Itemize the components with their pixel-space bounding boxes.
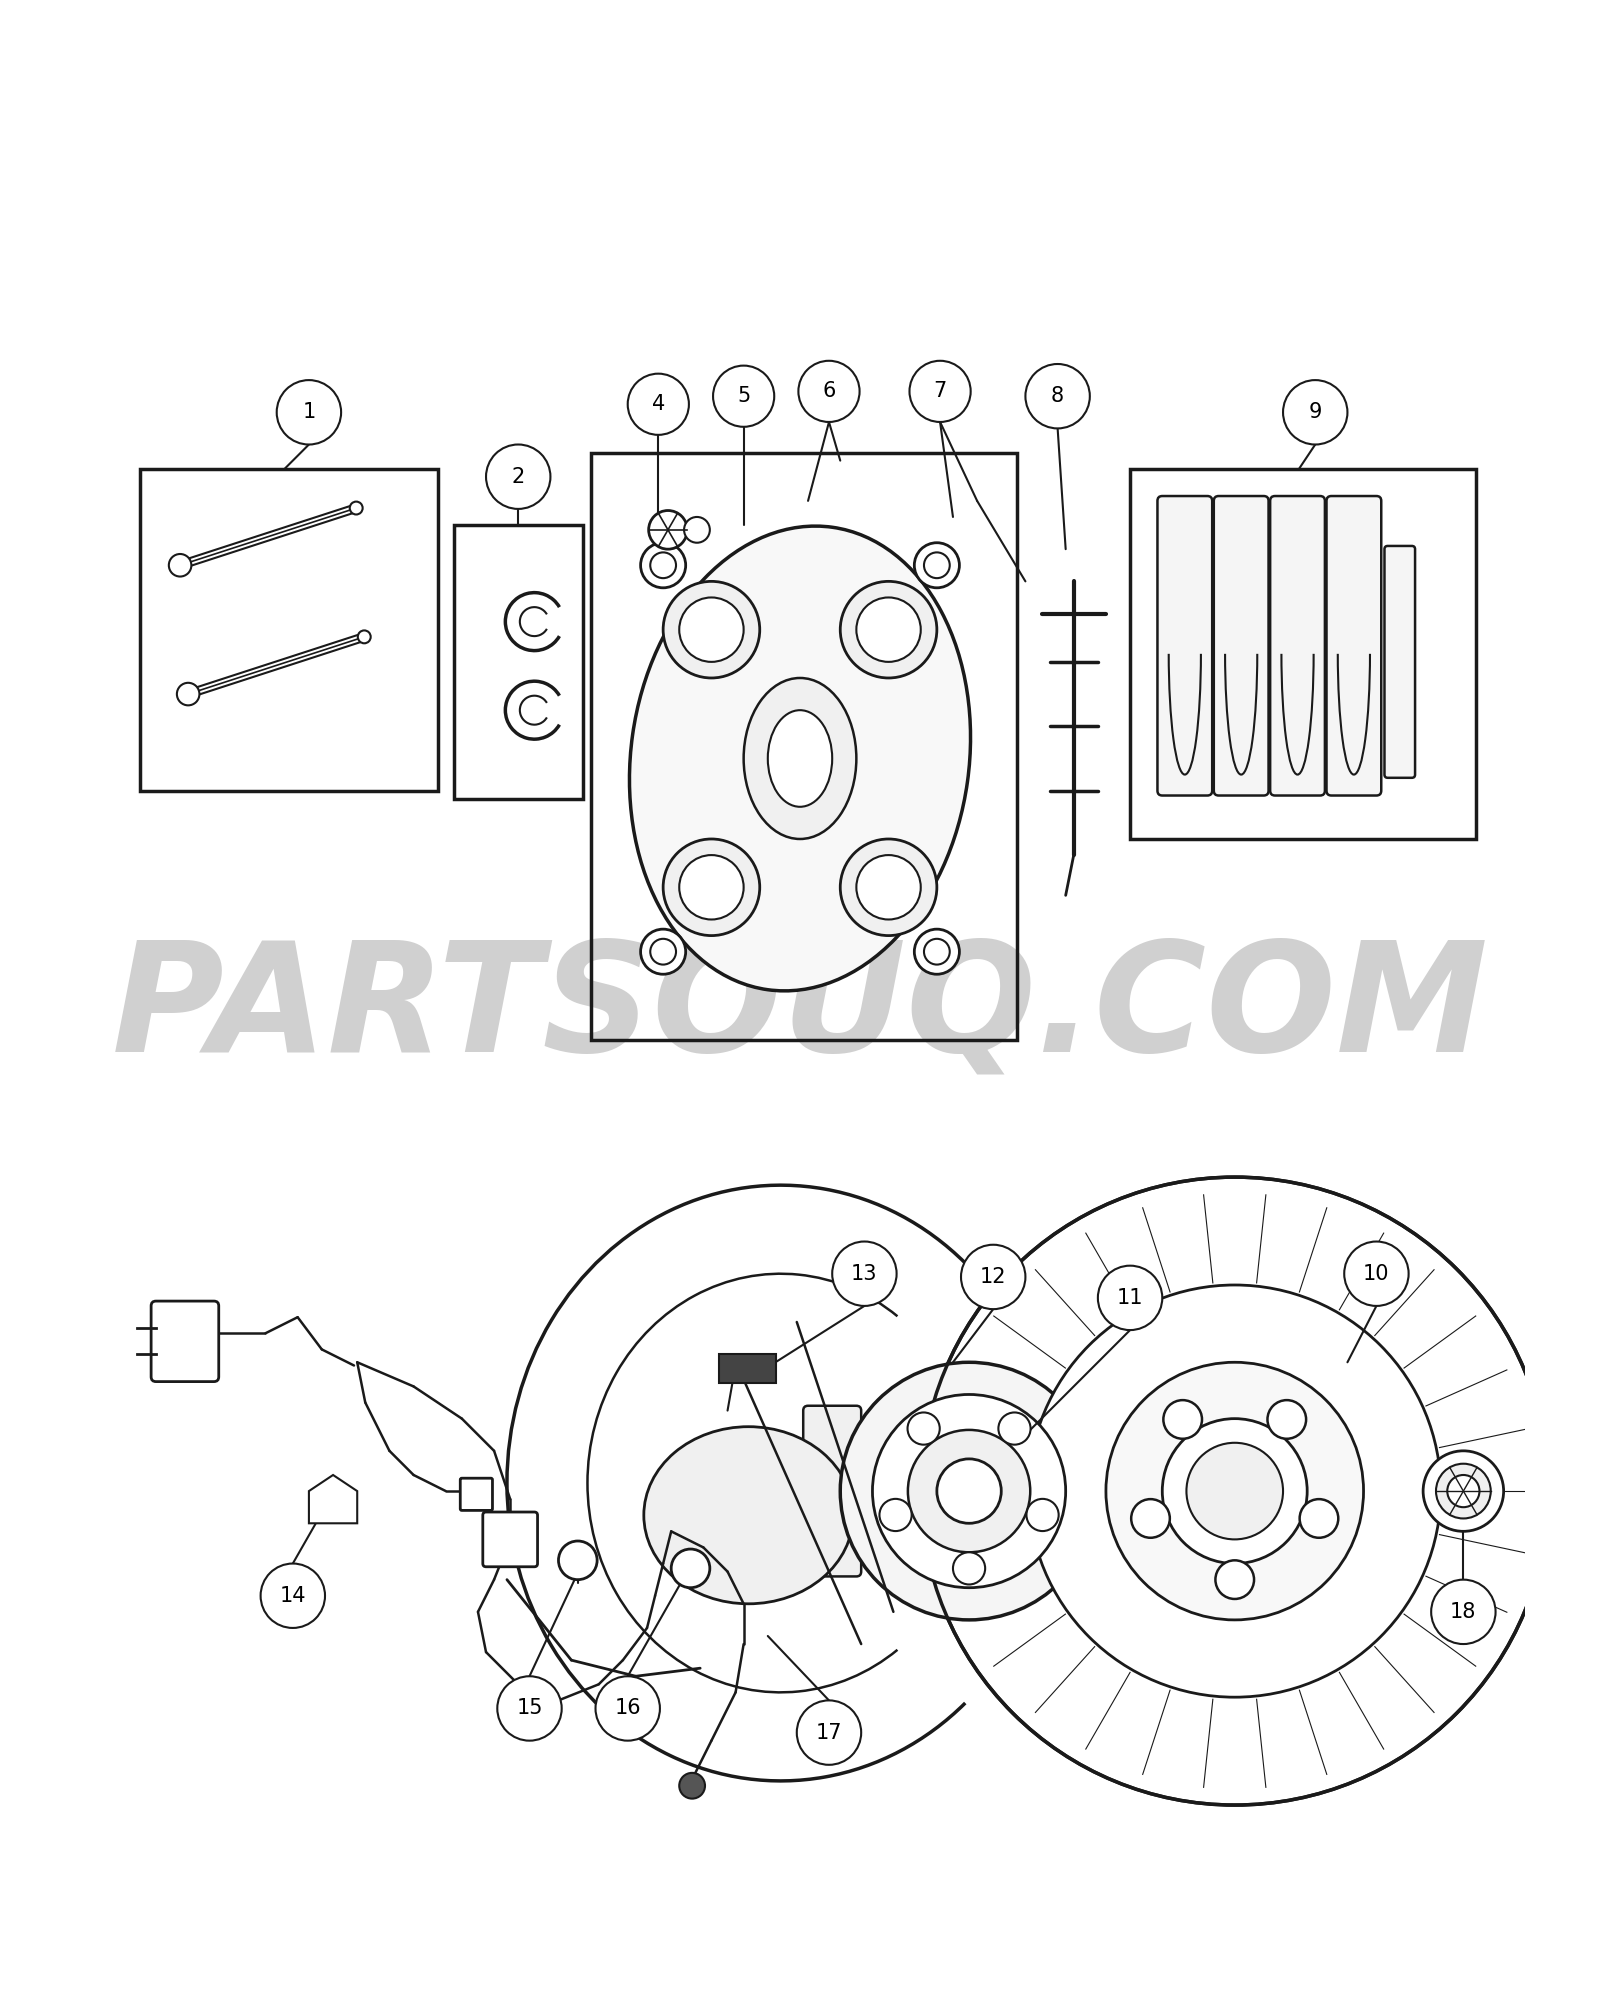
Circle shape	[1162, 1418, 1307, 1564]
Circle shape	[261, 1564, 325, 1628]
Circle shape	[920, 1178, 1549, 1806]
Circle shape	[685, 516, 710, 542]
Circle shape	[840, 838, 938, 936]
Text: 6: 6	[822, 382, 835, 402]
FancyBboxPatch shape	[1270, 496, 1325, 796]
Circle shape	[1027, 1498, 1059, 1532]
Circle shape	[872, 1394, 1066, 1588]
Circle shape	[954, 1552, 986, 1584]
Circle shape	[498, 1676, 562, 1740]
Circle shape	[832, 1242, 896, 1306]
Circle shape	[486, 444, 550, 508]
FancyBboxPatch shape	[150, 1302, 219, 1382]
Text: 13: 13	[851, 1264, 878, 1284]
FancyBboxPatch shape	[1157, 496, 1213, 796]
Circle shape	[1187, 1442, 1283, 1540]
FancyBboxPatch shape	[803, 1406, 861, 1576]
Circle shape	[938, 1458, 1002, 1524]
Circle shape	[1430, 1580, 1496, 1644]
Circle shape	[1098, 1266, 1162, 1330]
Circle shape	[1448, 1474, 1480, 1508]
Text: 8: 8	[1051, 386, 1064, 406]
Text: 5: 5	[738, 386, 750, 406]
Text: 17: 17	[816, 1722, 842, 1742]
Circle shape	[1299, 1500, 1338, 1538]
Circle shape	[1106, 1362, 1363, 1620]
Circle shape	[1422, 1450, 1504, 1532]
Circle shape	[798, 360, 859, 422]
Bar	[454, 526, 582, 798]
Circle shape	[170, 554, 192, 576]
Ellipse shape	[768, 710, 832, 806]
Text: 16: 16	[614, 1698, 642, 1718]
Text: 15: 15	[517, 1698, 542, 1718]
Circle shape	[998, 1412, 1030, 1444]
Ellipse shape	[629, 526, 971, 990]
Circle shape	[914, 542, 960, 588]
Circle shape	[962, 1244, 1026, 1310]
Circle shape	[907, 1430, 1030, 1552]
Circle shape	[627, 374, 690, 434]
Circle shape	[1435, 1464, 1491, 1518]
FancyBboxPatch shape	[1384, 546, 1414, 778]
Ellipse shape	[744, 678, 856, 838]
Text: 10: 10	[1363, 1264, 1390, 1284]
Circle shape	[1267, 1400, 1306, 1438]
FancyBboxPatch shape	[483, 1512, 538, 1566]
Bar	[139, 468, 438, 790]
Circle shape	[178, 682, 200, 706]
Circle shape	[662, 838, 760, 936]
Text: 11: 11	[1117, 1288, 1144, 1308]
Text: 14: 14	[280, 1586, 306, 1606]
Circle shape	[1344, 1242, 1408, 1306]
FancyBboxPatch shape	[1326, 496, 1381, 796]
Text: PARTSOUQ.COM: PARTSOUQ.COM	[112, 934, 1488, 1084]
Circle shape	[914, 930, 960, 974]
Bar	[1130, 468, 1477, 838]
Circle shape	[350, 502, 363, 514]
Circle shape	[595, 1676, 659, 1740]
Ellipse shape	[643, 1426, 853, 1604]
Circle shape	[358, 630, 371, 644]
Circle shape	[662, 582, 760, 678]
Circle shape	[680, 856, 744, 920]
Text: 7: 7	[933, 382, 947, 402]
Polygon shape	[309, 1474, 357, 1524]
Text: 9: 9	[1309, 402, 1322, 422]
Text: 12: 12	[979, 1266, 1006, 1286]
Circle shape	[840, 1362, 1098, 1620]
Circle shape	[680, 598, 744, 662]
Circle shape	[1283, 380, 1347, 444]
Circle shape	[670, 1550, 710, 1588]
Circle shape	[640, 930, 686, 974]
Bar	[720, 1354, 776, 1384]
Circle shape	[907, 1412, 939, 1444]
Circle shape	[1029, 1284, 1442, 1698]
Circle shape	[680, 1772, 706, 1798]
Text: 18: 18	[1450, 1602, 1477, 1622]
FancyBboxPatch shape	[1214, 496, 1269, 796]
Circle shape	[856, 598, 920, 662]
Circle shape	[797, 1700, 861, 1764]
Text: 2: 2	[512, 466, 525, 486]
Circle shape	[1131, 1500, 1170, 1538]
Text: 4: 4	[651, 394, 666, 414]
Circle shape	[1216, 1560, 1254, 1598]
Circle shape	[558, 1542, 597, 1580]
Circle shape	[856, 856, 920, 920]
Circle shape	[840, 582, 938, 678]
Circle shape	[1163, 1400, 1202, 1438]
FancyBboxPatch shape	[461, 1478, 493, 1510]
Circle shape	[909, 360, 971, 422]
Circle shape	[1026, 364, 1090, 428]
Circle shape	[648, 510, 688, 550]
Text: 1: 1	[302, 402, 315, 422]
Circle shape	[640, 542, 686, 588]
Circle shape	[714, 366, 774, 426]
Bar	[590, 452, 1018, 1040]
Circle shape	[277, 380, 341, 444]
Circle shape	[880, 1498, 912, 1532]
